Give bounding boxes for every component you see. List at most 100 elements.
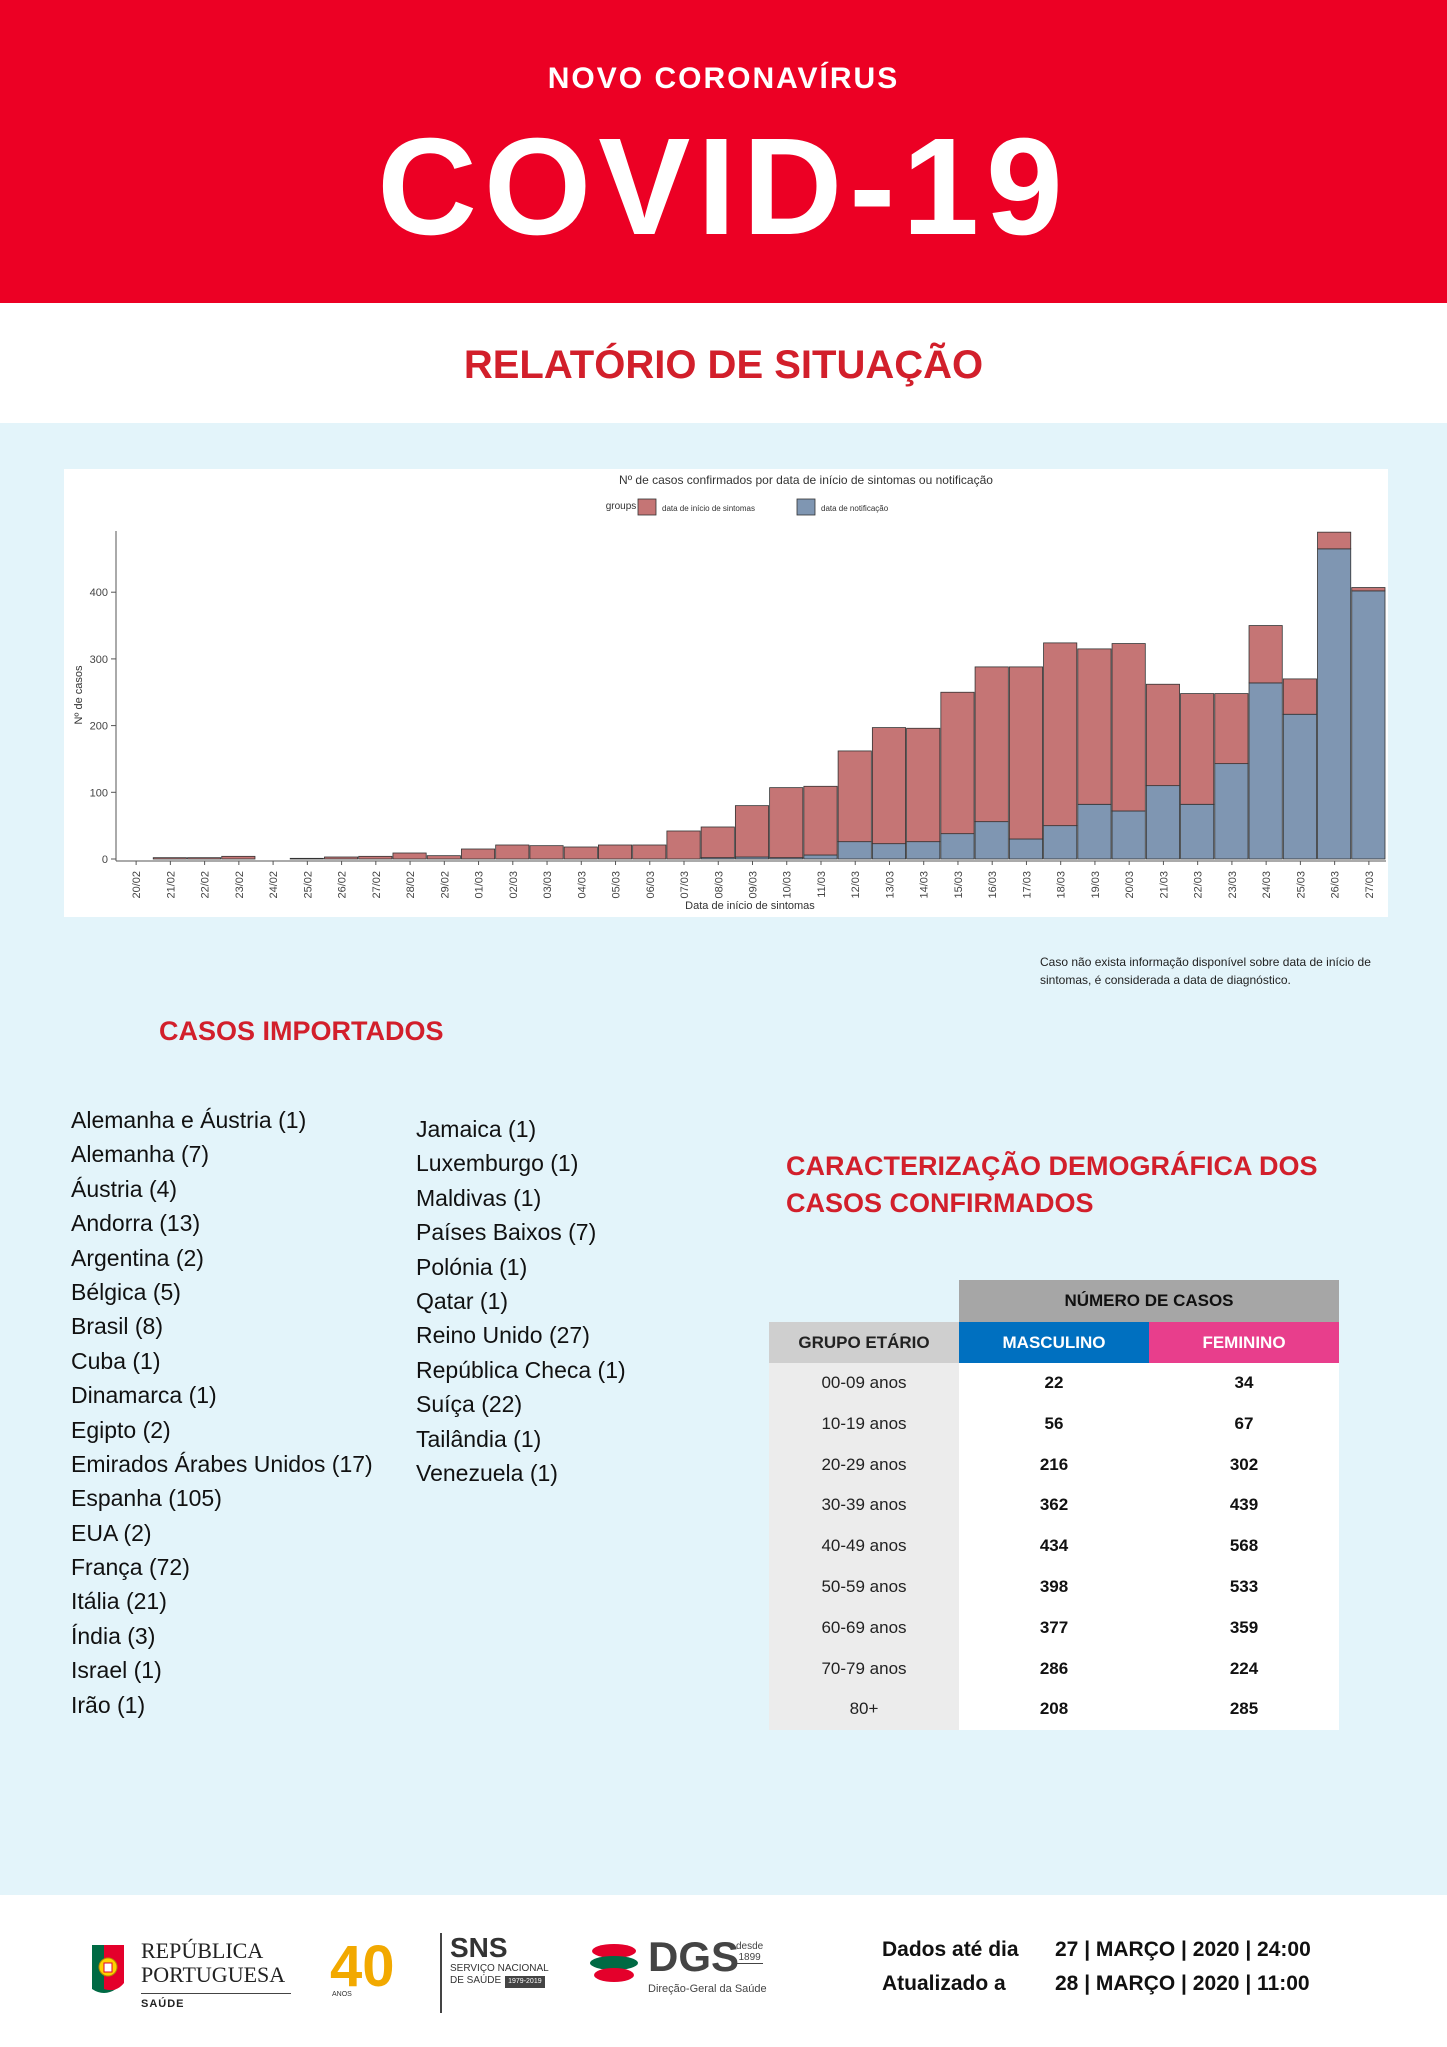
male-count-cell: 216 bbox=[1039, 1454, 1069, 1474]
cases-chart-svg: Nº de casos confirmados por data de iníc… bbox=[73, 473, 1386, 912]
bar-notification bbox=[837, 841, 872, 860]
bar-onset bbox=[598, 844, 633, 860]
bar-onset bbox=[837, 750, 872, 843]
bar-notification bbox=[1248, 682, 1283, 860]
bar-onset bbox=[1317, 531, 1352, 550]
x-tick-label: 10/03 bbox=[782, 871, 794, 899]
x-tick-label: 22/02 bbox=[200, 871, 212, 899]
x-tick-label: 27/02 bbox=[371, 871, 383, 899]
y-axis-label: Nº de casos bbox=[73, 665, 85, 725]
footer: REPÚBLICA PORTUGUESA SAÚDE 40 ANOS SNS S… bbox=[0, 1895, 1447, 2047]
imported-country-item: República Checa (1) bbox=[416, 1356, 626, 1383]
bar-notification bbox=[1317, 548, 1352, 860]
imported-country-item: Espanha (105) bbox=[71, 1485, 222, 1512]
bar-notification bbox=[906, 841, 941, 860]
x-tick-label: 21/02 bbox=[165, 871, 177, 899]
bar-onset bbox=[1282, 678, 1317, 715]
bar-onset bbox=[152, 857, 187, 860]
forty-text: 40 bbox=[330, 1934, 395, 1999]
table-row: 20-29 anos 216 302 bbox=[769, 1445, 1339, 1486]
bar-onset bbox=[734, 805, 770, 858]
header-age-group: GRUPO ETÁRIO bbox=[769, 1322, 959, 1363]
table-row: 10-19 anos 56 67 bbox=[769, 1404, 1339, 1445]
x-tick-label: 29/02 bbox=[439, 871, 451, 899]
data-until-label: Dados até dia bbox=[882, 1938, 1019, 1961]
age-group-cell: 40-49 anos bbox=[821, 1536, 907, 1556]
x-tick-label: 22/03 bbox=[1193, 871, 1205, 899]
y-tick-label: 300 bbox=[90, 654, 108, 666]
bar-onset bbox=[632, 844, 667, 860]
imported-country-item: Itália (21) bbox=[71, 1588, 167, 1615]
age-group-cell: 30-39 anos bbox=[821, 1495, 907, 1515]
republica-text: REPÚBLICA PORTUGUESA bbox=[141, 1938, 286, 1987]
sns-logo: SNS SERVIÇO NACIONAL DE SAÚDE 1979-2019 bbox=[440, 1933, 560, 2013]
bar-onset bbox=[1077, 648, 1112, 805]
imported-country-item: Andorra (13) bbox=[71, 1210, 201, 1237]
x-tick-label: 11/03 bbox=[816, 871, 828, 898]
updated-label: Atualizado a bbox=[882, 1972, 1006, 1995]
y-tick-label: 400 bbox=[90, 587, 108, 599]
x-tick-label: 28/02 bbox=[405, 871, 417, 899]
imported-country-item: França (72) bbox=[71, 1554, 190, 1581]
age-group-cell: 70-79 anos bbox=[821, 1658, 907, 1678]
bar-onset bbox=[1111, 643, 1146, 812]
imported-country-item: Índia (3) bbox=[71, 1622, 156, 1649]
imported-country-item: Dinamarca (1) bbox=[71, 1382, 217, 1409]
x-tick-label: 21/03 bbox=[1158, 871, 1170, 899]
imported-country-item: Egipto (2) bbox=[71, 1416, 171, 1443]
imported-country-item: Alemanha (7) bbox=[71, 1141, 210, 1168]
bar-onset bbox=[940, 691, 975, 835]
age-group-cell: 00-09 anos bbox=[821, 1373, 907, 1392]
bar-onset bbox=[1145, 683, 1180, 787]
table-row: 50-59 anos 398 533 bbox=[769, 1567, 1339, 1608]
female-count-cell: 439 bbox=[1229, 1495, 1259, 1515]
bar-onset bbox=[1351, 587, 1386, 592]
bar-onset bbox=[324, 856, 359, 860]
republica-divider bbox=[141, 1993, 291, 1994]
female-count-cell: 224 bbox=[1229, 1658, 1259, 1678]
bar-onset bbox=[289, 857, 324, 860]
male-count-cell: 398 bbox=[1039, 1577, 1069, 1596]
age-group-cell: 10-19 anos bbox=[821, 1413, 907, 1433]
bar-notification bbox=[1282, 713, 1317, 860]
y-tick-label: 0 bbox=[102, 854, 108, 866]
bar-onset bbox=[1248, 625, 1283, 684]
header-female: FEMININO bbox=[1149, 1322, 1339, 1363]
report-title: RELATÓRIO DE SITUAÇÃO bbox=[463, 343, 984, 387]
imported-country-item: Reino Unido (27) bbox=[416, 1322, 590, 1349]
imported-country-item: Brasil (8) bbox=[71, 1313, 164, 1340]
y-tick-label: 100 bbox=[90, 787, 108, 799]
bar-onset bbox=[1043, 642, 1078, 827]
x-tick-label: 23/03 bbox=[1227, 871, 1239, 899]
legend-label-onset: data de início de sintomas bbox=[662, 504, 755, 513]
bar-onset bbox=[974, 666, 1009, 823]
bar-onset bbox=[700, 826, 735, 859]
imported-country-item: Cuba (1) bbox=[71, 1347, 161, 1374]
table-row: 00-09 anos 22 34 bbox=[769, 1363, 1339, 1404]
imported-country-item: Alemanha e Áustria (1) bbox=[71, 1107, 307, 1133]
x-tick-label: 27/03 bbox=[1364, 871, 1376, 899]
age-group-column-bg bbox=[769, 1363, 959, 1730]
bar-onset bbox=[495, 844, 530, 860]
bar-onset bbox=[1008, 666, 1043, 840]
table-body: 00-09 anos 22 34 10-19 anos 56 67 20-29 anos 21… bbox=[769, 1363, 1339, 1730]
bar-onset bbox=[1180, 693, 1215, 805]
bar-notification bbox=[1077, 803, 1112, 860]
anos-label: ANOS bbox=[332, 1991, 352, 1998]
imported-country-item: Tailândia (1) bbox=[416, 1425, 542, 1452]
bar-notification bbox=[974, 821, 1009, 860]
imported-country-item: Irão (1) bbox=[71, 1691, 146, 1718]
x-axis-label: Data de início de sintomas bbox=[685, 900, 815, 912]
updated-value: 28 | MARÇO | 2020 | 11:00 bbox=[1055, 1972, 1310, 1995]
female-count-cell: 67 bbox=[1234, 1413, 1254, 1433]
x-tick-label: 20/02 bbox=[131, 871, 143, 899]
bar-onset bbox=[392, 852, 427, 860]
x-tick-label: 01/03 bbox=[474, 871, 486, 899]
x-tick-label: 06/03 bbox=[645, 871, 657, 899]
bar-onset bbox=[358, 855, 393, 860]
bar-notification bbox=[1214, 763, 1249, 860]
male-count-cell: 286 bbox=[1039, 1658, 1069, 1678]
bar-onset bbox=[426, 855, 461, 860]
x-tick-label: 24/03 bbox=[1261, 871, 1273, 899]
x-tick-label: 18/03 bbox=[1056, 871, 1068, 899]
